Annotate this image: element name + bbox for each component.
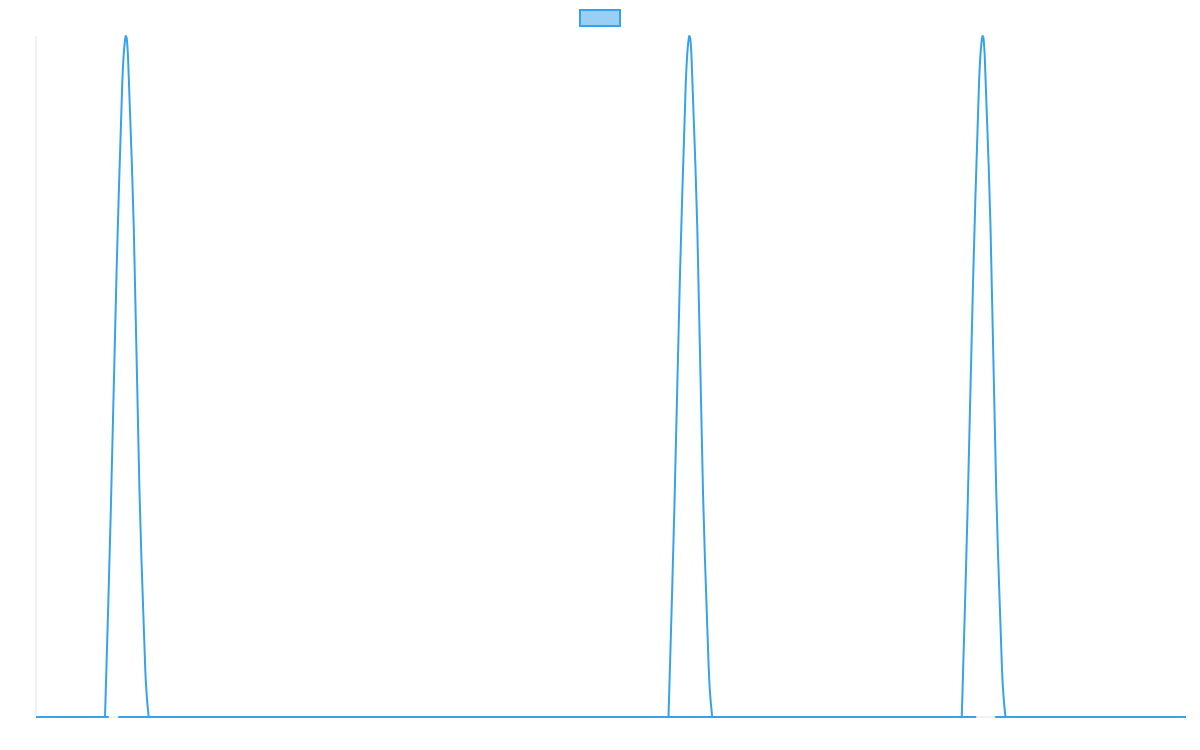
legend (579, 9, 621, 27)
legend-swatch[interactable] (579, 9, 621, 27)
series-layer (35, 35, 1186, 719)
series-line (35, 35, 1186, 719)
